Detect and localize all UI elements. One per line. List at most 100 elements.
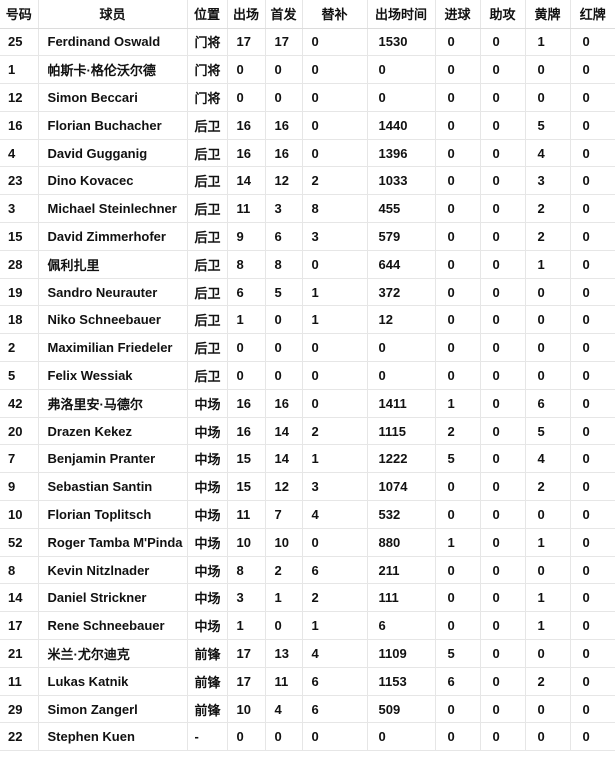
table-cell: 4 (524, 139, 570, 168)
table-cell: 0 (434, 611, 480, 641)
table-cell: 16 (264, 389, 302, 418)
table-cell: 0 (479, 472, 525, 502)
table-cell: 14 (0, 583, 38, 613)
header-cell-assists: 助攻 (479, 0, 525, 29)
table-cell: 0 (479, 611, 525, 641)
table-cell: 0 (301, 139, 367, 168)
table-cell: 1 (301, 611, 367, 641)
table-cell: 中场 (186, 472, 227, 502)
table-cell: 0 (569, 166, 615, 196)
table-cell: 0 (366, 333, 435, 363)
table-cell: 5 (434, 639, 480, 668)
table-cell: 6 (301, 556, 367, 585)
table-cell: 372 (366, 278, 435, 307)
table-cell: 0 (569, 417, 615, 446)
table-cell: 8 (0, 556, 38, 585)
player-name-cell: 帕斯卡·格伦沃尔德 (37, 55, 187, 85)
table-cell: 12 (0, 83, 38, 112)
table-cell: 52 (0, 528, 38, 557)
table-cell: 2 (524, 667, 570, 696)
table-cell: 1074 (366, 472, 435, 502)
table-cell: 0 (264, 361, 302, 390)
table-cell: 0 (301, 389, 367, 418)
table-cell: 0 (226, 361, 265, 390)
table-cell: 0 (301, 722, 367, 752)
table-cell: 0 (524, 55, 570, 85)
table-cell: 13 (264, 639, 302, 668)
table-cell: 111 (366, 583, 435, 613)
table-cell: 0 (264, 55, 302, 85)
table-cell: 1 (524, 528, 570, 557)
table-cell: 21 (0, 639, 38, 668)
table-cell: 11 (226, 194, 265, 224)
table-cell: 1440 (366, 111, 435, 140)
table-cell: 后卫 (186, 333, 227, 363)
table-cell: 0 (434, 83, 480, 112)
table-cell: 0 (479, 361, 525, 390)
table-cell: 15 (0, 222, 38, 251)
table-cell: 16 (226, 139, 265, 168)
table-row: 17 Rene Schneebauer 中场 1 0 1 6 0 0 1 0 (0, 611, 615, 641)
table-cell: 532 (366, 500, 435, 529)
header-row: 号码 球员 位置 出场 首发 替补 出场时间 进球 助攻 黄牌 红牌 (0, 0, 615, 29)
table-cell: 0 (479, 389, 525, 418)
table-cell: 0 (434, 472, 480, 502)
table-cell: 1411 (366, 389, 435, 418)
table-cell: 0 (226, 333, 265, 363)
table-cell: 6 (264, 222, 302, 251)
table-cell: 0 (569, 83, 615, 112)
table-cell: 0 (479, 583, 525, 613)
table-cell: 0 (226, 55, 265, 85)
table-cell: 0 (434, 222, 480, 251)
table-cell: 0 (569, 528, 615, 557)
table-cell: 门将 (186, 83, 227, 112)
table-cell: 0 (479, 139, 525, 168)
table-cell: 0 (301, 333, 367, 363)
table-cell: 中场 (186, 583, 227, 613)
table-cell: 25 (0, 28, 38, 57)
table-row: 42 弗洛里安·马德尔 中场 16 16 0 1411 1 0 6 0 (0, 389, 615, 418)
player-name-cell: Sebastian Santin (37, 472, 187, 502)
table-cell: 5 (524, 417, 570, 446)
table-cell: 0 (569, 111, 615, 140)
table-cell: 4 (264, 695, 302, 724)
header-cell-yellow: 黄牌 (524, 0, 570, 29)
table-cell: 0 (569, 695, 615, 724)
table-cell: 0 (479, 556, 525, 585)
table-cell: 0 (366, 55, 435, 85)
header-cell-minutes: 出场时间 (366, 0, 435, 29)
table-row: 3 Michael Steinlechner 后卫 11 3 8 455 0 0 2 0 (0, 194, 615, 224)
table-row: 10 Florian Toplitsch 中场 11 7 4 532 0 0 0 0 (0, 500, 615, 529)
table-cell: 0 (366, 722, 435, 752)
table-cell: 0 (569, 611, 615, 641)
table-cell: 中场 (186, 611, 227, 641)
table-cell: 0 (569, 55, 615, 85)
table-cell: 0 (569, 722, 615, 752)
table-cell: 0 (569, 139, 615, 168)
table-cell: 0 (434, 361, 480, 390)
table-row: 1 帕斯卡·格伦沃尔德 门将 0 0 0 0 0 0 0 0 (0, 55, 615, 85)
table-cell: 22 (0, 722, 38, 752)
table-cell: 0 (569, 583, 615, 613)
table-cell: 0 (479, 639, 525, 668)
table-cell: 0 (524, 278, 570, 307)
table-cell: 3 (264, 194, 302, 224)
table-cell: 0 (569, 194, 615, 224)
player-name-cell: Florian Buchacher (37, 111, 187, 140)
table-cell: 0 (264, 305, 302, 335)
table-cell: 前锋 (186, 695, 227, 724)
table-cell: 6 (434, 667, 480, 696)
table-cell: 0 (434, 695, 480, 724)
table-cell: 28 (0, 250, 38, 279)
header-cell-player: 球员 (37, 0, 187, 29)
table-cell: 11 (264, 667, 302, 696)
table-cell: 0 (524, 639, 570, 668)
table-cell: 29 (0, 695, 38, 724)
table-cell: 5 (434, 444, 480, 474)
player-name-cell: Dino Kovacec (37, 166, 187, 196)
table-cell: 中场 (186, 528, 227, 557)
table-cell: 0 (524, 83, 570, 112)
table-cell: 211 (366, 556, 435, 585)
table-cell: 0 (434, 139, 480, 168)
table-cell: 17 (0, 611, 38, 641)
